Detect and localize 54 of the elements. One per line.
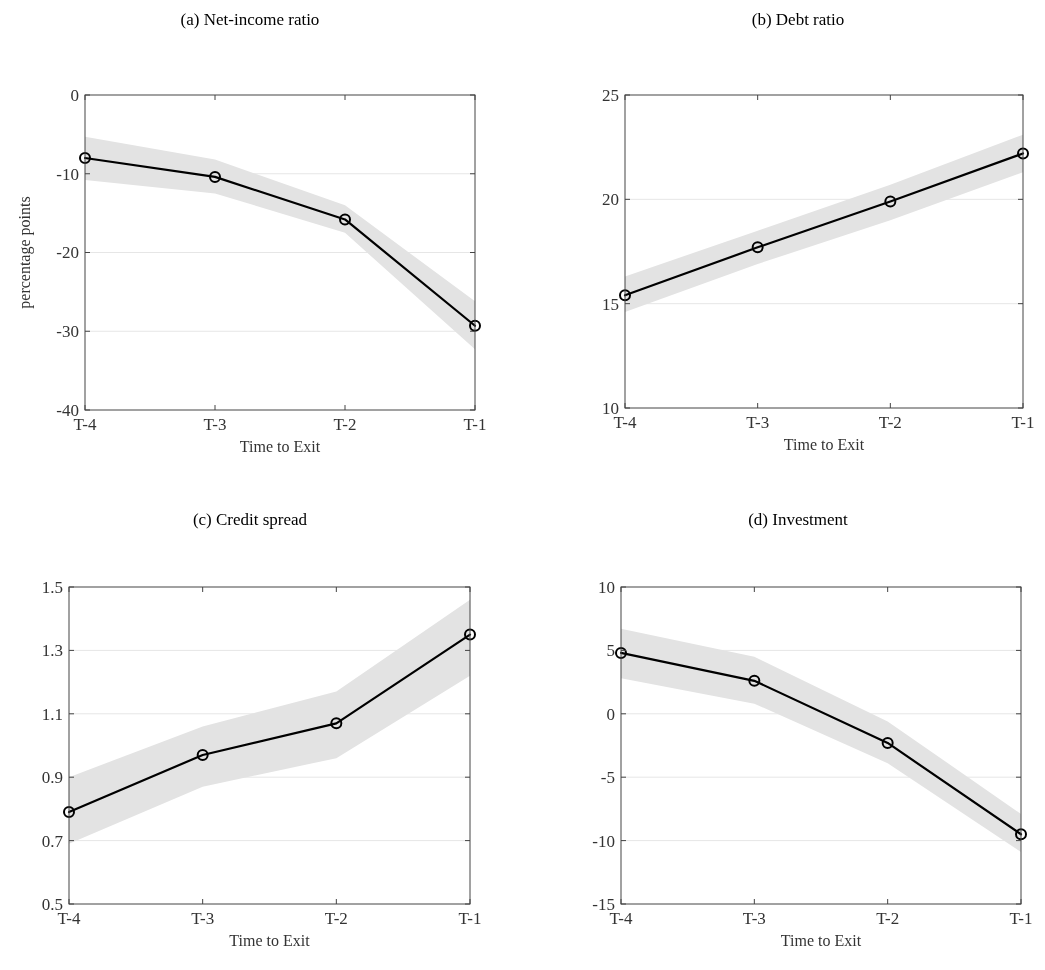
point xyxy=(79,152,91,164)
y-tick-label: -20 xyxy=(56,243,79,263)
x-tick-label: T-1 xyxy=(458,909,482,928)
x-axis-title: Time to Exit xyxy=(229,932,311,949)
point xyxy=(330,717,343,730)
x-axis-title: Time to Exit xyxy=(239,438,321,455)
chart-title: (d) Investment xyxy=(748,510,849,529)
point xyxy=(748,674,761,687)
x-tick-label: T-3 xyxy=(203,415,227,434)
chart-title: (a) Net-income ratio xyxy=(180,10,320,29)
y-tick-label: 20 xyxy=(602,190,619,210)
x-axis-title: Time to Exit xyxy=(783,436,865,453)
x-tick-label: T-3 xyxy=(746,413,770,432)
x-tick-label: T-3 xyxy=(742,909,766,928)
x-tick-label: T-2 xyxy=(876,909,900,928)
y-tick-label: 10 xyxy=(598,577,615,597)
y-tick-label: 0.9 xyxy=(41,768,63,788)
y-tick-label: -30 xyxy=(56,322,79,342)
point xyxy=(1017,147,1029,160)
y-tick-label: 0 xyxy=(606,704,615,724)
y-tick-label: -10 xyxy=(56,164,79,184)
point xyxy=(884,195,897,208)
x-tick-label: T-2 xyxy=(324,909,348,928)
y-tick-label: 1.3 xyxy=(41,641,63,661)
x-tick-label: T-3 xyxy=(191,909,215,928)
y-tick-label: -5 xyxy=(600,768,615,788)
y-tick-label: 0.7 xyxy=(41,831,64,851)
x-tick-label: T-1 xyxy=(1009,909,1033,928)
chart-title: (b) Debt ratio xyxy=(751,10,845,29)
point xyxy=(339,213,351,226)
point xyxy=(464,628,476,641)
x-tick-label: T-2 xyxy=(878,413,902,432)
x-axis-title: Time to Exit xyxy=(780,932,862,949)
point xyxy=(881,736,894,749)
y-axis-title: percentage points xyxy=(16,196,34,309)
point xyxy=(209,170,221,183)
point xyxy=(619,289,631,302)
x-tick-label: T-2 xyxy=(333,415,357,434)
point xyxy=(751,241,764,254)
y-tick-label: 1.5 xyxy=(41,577,63,597)
y-tick-label: 15 xyxy=(602,294,619,314)
y-tick-label: 5 xyxy=(606,641,615,661)
point xyxy=(469,319,481,332)
y-tick-label: 1.1 xyxy=(41,704,63,724)
y-tick-label: 25 xyxy=(602,85,619,105)
point xyxy=(63,806,75,819)
y-tick-label: -10 xyxy=(592,831,615,851)
chart-title: (c) Credit spread xyxy=(192,510,308,529)
y-tick-label: 0 xyxy=(70,85,79,105)
x-tick-label: T-1 xyxy=(463,415,487,434)
point xyxy=(196,749,209,762)
point xyxy=(615,646,627,659)
x-tick-label: T-1 xyxy=(1011,413,1035,432)
point xyxy=(1015,828,1027,841)
